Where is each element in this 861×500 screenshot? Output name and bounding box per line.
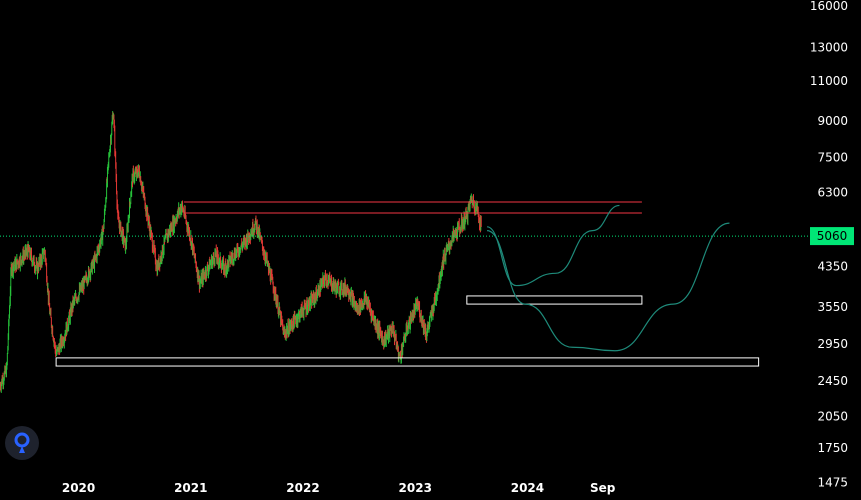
y-tick-label: 2050 bbox=[817, 410, 848, 424]
price-tag-label: 5060 bbox=[817, 229, 848, 243]
y-tick-label: 16000 bbox=[810, 0, 848, 13]
x-tick-label: Sep bbox=[590, 481, 616, 495]
y-axis[interactable]: 16000 13000 11000 9000 7500 6300 4350 3550 2950 2… bbox=[810, 0, 848, 489]
y-tick-label: 2450 bbox=[817, 374, 848, 388]
y-tick-label: 9000 bbox=[817, 114, 848, 128]
y-tick-label: 13000 bbox=[810, 41, 848, 55]
x-tick-label: 2022 bbox=[286, 481, 319, 495]
x-tick-label: 2024 bbox=[511, 481, 544, 495]
annotations bbox=[0, 201, 808, 367]
price-series bbox=[0, 111, 482, 393]
y-tick-label: 2950 bbox=[817, 337, 848, 351]
y-tick-label: 3550 bbox=[817, 300, 848, 314]
x-tick-label: 2021 bbox=[174, 481, 207, 495]
y-tick-label: 4350 bbox=[817, 259, 848, 273]
current-price-tag: 5060 bbox=[810, 227, 854, 246]
y-tick-label: 11000 bbox=[810, 74, 848, 88]
tradingview-logo-icon[interactable] bbox=[5, 426, 39, 460]
projection-path bbox=[486, 204, 620, 287]
y-tick-label: 6300 bbox=[817, 185, 848, 199]
x-axis[interactable]: 2020 2021 2022 2023 2024 Sep bbox=[62, 481, 616, 495]
y-tick-label: 1750 bbox=[817, 441, 848, 455]
projection-path bbox=[486, 222, 730, 352]
support-zone bbox=[55, 357, 760, 367]
y-tick-label: 1475 bbox=[817, 475, 848, 489]
support-zone bbox=[466, 295, 643, 305]
x-tick-label: 2023 bbox=[399, 481, 432, 495]
y-tick-label: 7500 bbox=[817, 150, 848, 164]
price-tag-box bbox=[810, 227, 854, 246]
logo-glyph-icon bbox=[14, 432, 30, 453]
x-tick-label: 2020 bbox=[62, 481, 95, 495]
